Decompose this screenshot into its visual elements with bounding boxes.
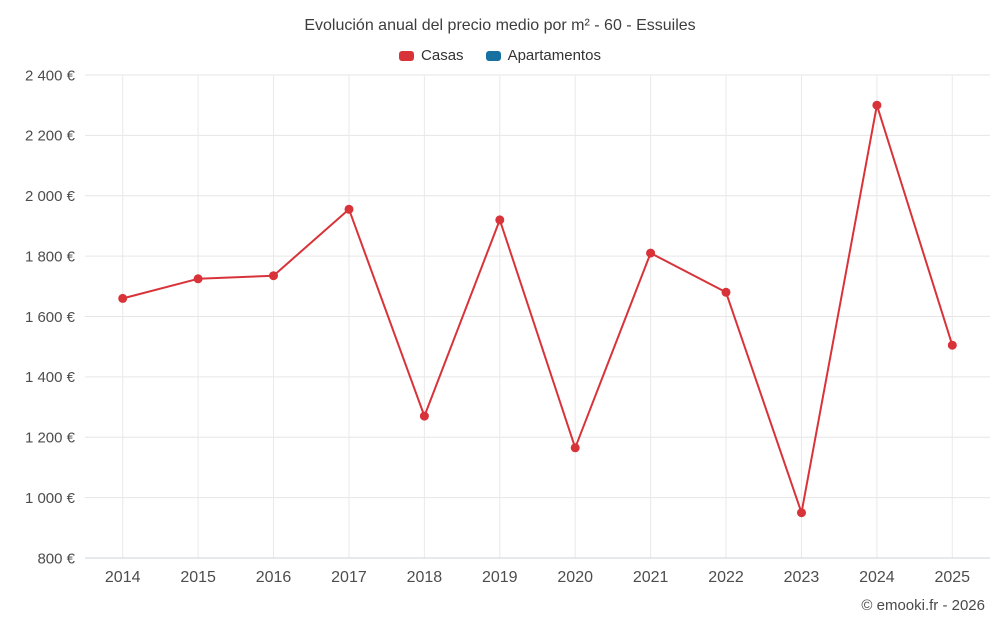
x-axis-label: 2025 — [934, 569, 970, 586]
apartamentos-series-swatch — [485, 50, 501, 61]
chart-title: Evolución anual del precio medio por m² … — [304, 17, 696, 34]
x-axis-label: 2016 — [256, 569, 292, 586]
data-point-casas[interactable] — [570, 443, 580, 453]
legend: Casas Apartamentos — [0, 47, 1000, 64]
x-axis-label: 2014 — [105, 569, 141, 586]
x-axis-label: 2017 — [331, 569, 367, 586]
x-axis-label: 2020 — [557, 569, 593, 586]
x-axis-label: 2022 — [708, 569, 744, 586]
x-axis-label: 2024 — [859, 569, 895, 586]
y-axis-label: 2 000 € — [25, 188, 76, 205]
data-point-casas[interactable] — [344, 204, 354, 214]
data-point-casas[interactable] — [419, 411, 429, 421]
x-axis-label: 2018 — [407, 569, 443, 586]
x-axis-label: 2015 — [180, 569, 216, 586]
y-axis-label: 1 800 € — [25, 248, 76, 265]
y-axis-label: 1 600 € — [25, 309, 76, 326]
footer-credit: © emooki.fr - 2026 — [861, 597, 985, 614]
data-point-casas[interactable] — [118, 293, 128, 303]
legend-label-apartamentos: Apartamentos — [507, 47, 601, 64]
legend-item-apartamentos[interactable]: Apartamentos — [485, 47, 601, 64]
x-axis-label: 2023 — [784, 569, 820, 586]
data-point-casas[interactable] — [646, 248, 656, 258]
data-point-casas[interactable] — [947, 340, 957, 350]
y-axis-label: 1 200 € — [25, 430, 76, 447]
data-point-casas[interactable] — [721, 287, 731, 297]
casas-series-swatch — [399, 50, 415, 61]
legend-item-casas[interactable]: Casas — [399, 47, 464, 64]
series-line-casas — [121, 104, 954, 514]
data-point-casas[interactable] — [495, 215, 505, 225]
y-axis-label: 1 400 € — [25, 369, 76, 386]
data-point-casas[interactable] — [269, 271, 278, 281]
data-point-casas[interactable] — [797, 508, 806, 518]
y-axis-label: 800 € — [37, 550, 75, 567]
data-point-casas[interactable] — [872, 100, 882, 110]
y-axis-label: 2 400 € — [25, 67, 76, 84]
legend-label-casas: Casas — [421, 47, 464, 64]
x-axis-label: 2019 — [482, 569, 518, 586]
y-axis-label: 1 000 € — [25, 490, 76, 507]
y-axis-label: 2 200 € — [25, 128, 76, 145]
x-axis-label: 2021 — [633, 569, 669, 586]
data-point-casas[interactable] — [193, 274, 203, 284]
